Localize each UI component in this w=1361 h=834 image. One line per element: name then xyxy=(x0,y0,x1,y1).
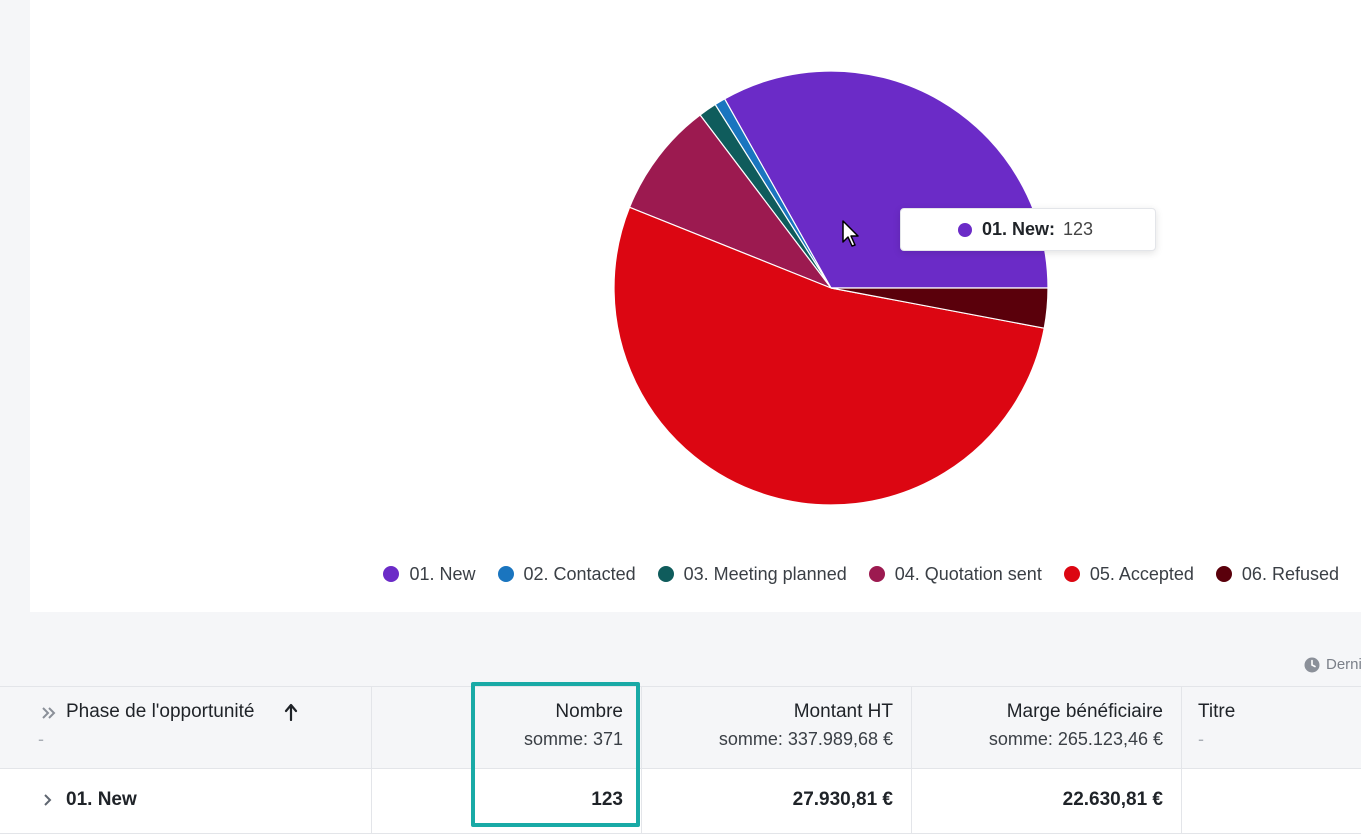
column-title: Montant HT xyxy=(793,701,893,722)
legend-label: 04. Quotation sent xyxy=(894,563,1042,584)
legend-item[interactable]: 06. Refused xyxy=(1215,563,1339,585)
cell-value: 123 xyxy=(591,789,623,810)
chart-legend: 01. New 02. Contacted 03. Meeting planned 0… xyxy=(361,560,1361,588)
pie-slice[interactable] xyxy=(628,114,833,290)
chart-card: 01. New: 123 01. New 02. Contacted 03. Mee… xyxy=(30,0,1361,612)
tooltip-value: 123 xyxy=(1063,219,1094,239)
sort-up-arrow-icon[interactable] xyxy=(284,703,298,721)
legend-item[interactable]: 02. Contacted xyxy=(497,563,636,585)
column-sub: - xyxy=(1198,729,1204,749)
legend-label: 01. New xyxy=(409,563,476,584)
last-update-text: Derni xyxy=(1326,656,1361,673)
legend-color-dot xyxy=(383,566,400,582)
pie-slice[interactable] xyxy=(830,287,1049,329)
legend-label: 05. Accepted xyxy=(1089,563,1194,584)
clock-icon xyxy=(1304,657,1320,672)
legend-label: 02. Contacted xyxy=(523,563,636,584)
cell-phase: 01. New xyxy=(0,769,372,833)
column-header-nombre[interactable]: Nombre somme: 371 xyxy=(372,687,642,768)
column-header-phase[interactable]: Phase de l'opportunité - xyxy=(0,687,372,768)
cell-nombre: 123 xyxy=(372,769,642,833)
chevron-right-icon[interactable] xyxy=(43,794,53,806)
cell-marge: 22.630,81 € xyxy=(912,769,1182,833)
legend-item[interactable]: 05. Accepted xyxy=(1063,563,1194,585)
column-sum: somme: 337.989,68 € xyxy=(718,729,893,749)
table-row[interactable]: 01. New 123 27.930,81 € 22.630,81 € xyxy=(0,769,1361,834)
column-sum: somme: 371 xyxy=(523,729,623,749)
mouse-cursor-icon xyxy=(842,220,859,247)
column-sub: - xyxy=(38,729,44,749)
legend-label: 06. Refused xyxy=(1241,563,1339,584)
legend-color-dot xyxy=(1215,566,1232,582)
column-title: Titre xyxy=(1198,701,1236,722)
row-label: 01. New xyxy=(66,789,137,810)
legend-item[interactable]: 03. Meeting planned xyxy=(657,563,847,585)
legend-item[interactable]: 01. New xyxy=(383,563,476,585)
cell-value: 27.930,81 € xyxy=(792,789,893,810)
legend-label: 03. Meeting planned xyxy=(683,563,847,584)
last-update-indicator: Derni xyxy=(1304,656,1361,673)
table-header-row: Phase de l'opportunité - Nombre somme: 3… xyxy=(0,687,1361,769)
legend-color-dot xyxy=(657,566,674,582)
legend-color-dot xyxy=(868,566,885,582)
column-title: Phase de l'opportunité xyxy=(66,701,255,722)
tooltip-color-dot xyxy=(958,222,972,237)
cell-montant: 27.930,81 € xyxy=(642,769,912,833)
column-header-montant-ht[interactable]: Montant HT somme: 337.989,68 € xyxy=(642,687,912,768)
legend-item[interactable]: 04. Quotation sent xyxy=(868,563,1042,585)
chart-tooltip: 01. New: 123 xyxy=(900,208,1156,251)
column-title: Marge bénéficiaire xyxy=(1006,701,1163,722)
legend-color-dot xyxy=(497,566,514,582)
column-title: Nombre xyxy=(555,701,623,722)
column-sum: somme: 265.123,46 € xyxy=(988,729,1163,749)
expand-all-icon[interactable] xyxy=(42,706,56,720)
column-header-marge[interactable]: Marge bénéficiaire somme: 265.123,46 € xyxy=(912,687,1182,768)
pivot-table: Phase de l'opportunité - Nombre somme: 3… xyxy=(0,686,1361,834)
cell-titre xyxy=(1182,769,1361,833)
column-header-titre[interactable]: Titre - xyxy=(1182,687,1361,768)
tooltip-label: 01. New: xyxy=(982,219,1056,239)
legend-color-dot xyxy=(1063,566,1080,582)
cell-value: 22.630,81 € xyxy=(1062,789,1163,810)
pie-slice[interactable] xyxy=(613,206,1045,506)
pie-chart xyxy=(613,70,1049,506)
